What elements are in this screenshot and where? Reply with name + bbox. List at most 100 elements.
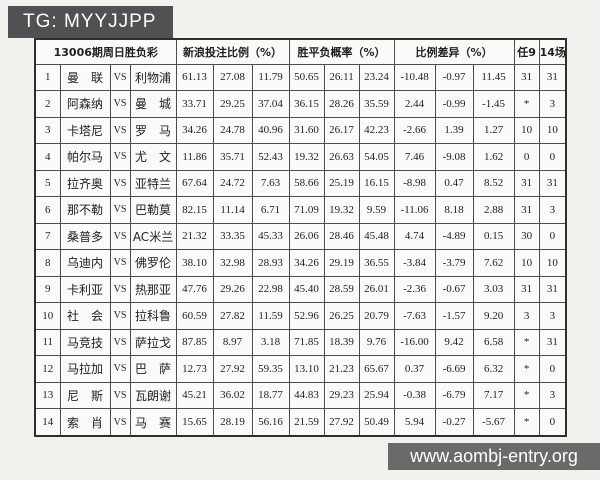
probability-value: 36.15 — [288, 90, 325, 118]
diff-value: 1.39 — [434, 116, 474, 145]
row-index: 9 — [34, 275, 61, 304]
bet-ratio-value: 36.02 — [212, 381, 253, 410]
bet-ratio-value: 37.04 — [251, 90, 290, 118]
c14-value: 31 — [538, 63, 567, 92]
bet-ratio-value: 15.65 — [175, 408, 214, 437]
vs-label: VS — [109, 143, 131, 171]
row-index: 2 — [34, 90, 61, 118]
c14-value: 3 — [538, 302, 567, 330]
probability-value: 50.49 — [358, 408, 395, 437]
diff-value: 11.45 — [472, 63, 515, 92]
probability-value: 45.48 — [358, 222, 395, 251]
vs-label: VS — [109, 408, 131, 437]
c14-value: 0 — [538, 143, 567, 171]
diff-value: -3.79 — [434, 249, 474, 277]
c14-value: 31 — [538, 328, 567, 357]
bet-ratio-value: 60.59 — [175, 302, 214, 330]
table-row: 10 社 会 VS 拉科鲁 60.59 27.82 11.59 52.96 26.25 20.79… — [34, 302, 567, 330]
header-probability: 胜平负概率（%） — [288, 38, 395, 65]
probability-value: 25.19 — [323, 169, 360, 198]
bet-ratio-value: 29.26 — [212, 275, 253, 304]
away-team: 巴勒莫 — [129, 196, 177, 224]
header-ren9: 任9 — [513, 38, 540, 65]
probability-value: 31.60 — [288, 116, 325, 145]
bet-ratio-value: 67.64 — [175, 169, 214, 198]
bet-ratio-value: 22.98 — [251, 275, 290, 304]
bet-ratio-value: 27.92 — [212, 355, 253, 383]
vs-label: VS — [109, 302, 131, 330]
away-team: 马 赛 — [129, 408, 177, 437]
home-team: 卡利亚 — [59, 275, 111, 304]
home-team: 曼 联 — [59, 63, 111, 92]
bet-ratio-value: 29.25 — [212, 90, 253, 118]
bet-ratio-value: 33.71 — [175, 90, 214, 118]
probability-value: 71.09 — [288, 196, 325, 224]
row-index: 7 — [34, 222, 61, 251]
ren9-value: * — [513, 408, 540, 437]
vs-label: VS — [109, 63, 131, 92]
diff-value: 6.58 — [472, 328, 515, 357]
away-team: 萨拉戈 — [129, 328, 177, 357]
diff-value: -6.79 — [434, 381, 474, 410]
diff-value: 0.15 — [472, 222, 515, 251]
diff-value: -16.00 — [393, 328, 436, 357]
table-row: 3 卡塔尼 VS 罗 马 34.26 24.78 40.96 31.60 26.17 42.23-… — [34, 116, 567, 145]
probability-value: 23.24 — [358, 63, 395, 92]
home-team: 马拉加 — [59, 355, 111, 383]
bet-ratio-value: 59.35 — [251, 355, 290, 383]
away-team: 利物浦 — [129, 63, 177, 92]
bet-ratio-value: 11.86 — [175, 143, 214, 171]
diff-value: 1.62 — [472, 143, 515, 171]
c14-value: 10 — [538, 249, 567, 277]
c14-value: 0 — [538, 355, 567, 383]
diff-value: -5.67 — [472, 408, 515, 437]
bet-ratio-value: 47.76 — [175, 275, 214, 304]
diff-value: 0.37 — [393, 355, 436, 383]
vs-label: VS — [109, 196, 131, 224]
row-index: 1 — [34, 63, 61, 92]
away-team: 亚特兰 — [129, 169, 177, 198]
c14-value: 31 — [538, 275, 567, 304]
row-index: 12 — [34, 355, 61, 383]
diff-value: 2.44 — [393, 90, 436, 118]
diff-value: -3.84 — [393, 249, 436, 277]
home-team: 索 肖 — [59, 408, 111, 437]
bet-ratio-value: 3.18 — [251, 328, 290, 357]
diff-value: 2.88 — [472, 196, 515, 224]
probability-value: 28.26 — [323, 90, 360, 118]
bet-ratio-value: 28.19 — [212, 408, 253, 437]
bet-ratio-value: 28.93 — [251, 249, 290, 277]
bet-ratio-value: 11.79 — [251, 63, 290, 92]
table-row: 13 尼 斯 VS 瓦朗谢 45.21 36.02 18.77 44.83 29.23 25.94… — [34, 381, 567, 410]
probability-value: 52.96 — [288, 302, 325, 330]
c14-value: 10 — [538, 116, 567, 145]
bet-ratio-value: 40.96 — [251, 116, 290, 145]
probability-value: 26.01 — [358, 275, 395, 304]
vs-label: VS — [109, 90, 131, 118]
probability-value: 29.23 — [323, 381, 360, 410]
c14-value: 0 — [538, 408, 567, 437]
ren9-value: 10 — [513, 249, 540, 277]
c14-value: 0 — [538, 222, 567, 251]
home-team: 阿森纳 — [59, 90, 111, 118]
diff-value: 8.18 — [434, 196, 474, 224]
home-team: 尼 斯 — [59, 381, 111, 410]
probability-value: 44.83 — [288, 381, 325, 410]
diff-value: -0.67 — [434, 275, 474, 304]
diff-value: 7.17 — [472, 381, 515, 410]
odds-table: 13006期周日胜负彩 新浪投注比例（%） 胜平负概率（%） 比例差异（%） 任… — [34, 38, 568, 437]
diff-value: 9.20 — [472, 302, 515, 330]
probability-value: 26.17 — [323, 116, 360, 145]
diff-value: 5.94 — [393, 408, 436, 437]
bet-ratio-value: 32.98 — [212, 249, 253, 277]
diff-value: 1.27 — [472, 116, 515, 145]
vs-label: VS — [109, 116, 131, 145]
probability-value: 21.59 — [288, 408, 325, 437]
home-team: 桑普多 — [59, 222, 111, 251]
probability-value: 21.23 — [323, 355, 360, 383]
home-team: 拉齐奥 — [59, 169, 111, 198]
probability-value: 13.10 — [288, 355, 325, 383]
home-team: 卡塔尼 — [59, 116, 111, 145]
ren9-value: 31 — [513, 275, 540, 304]
